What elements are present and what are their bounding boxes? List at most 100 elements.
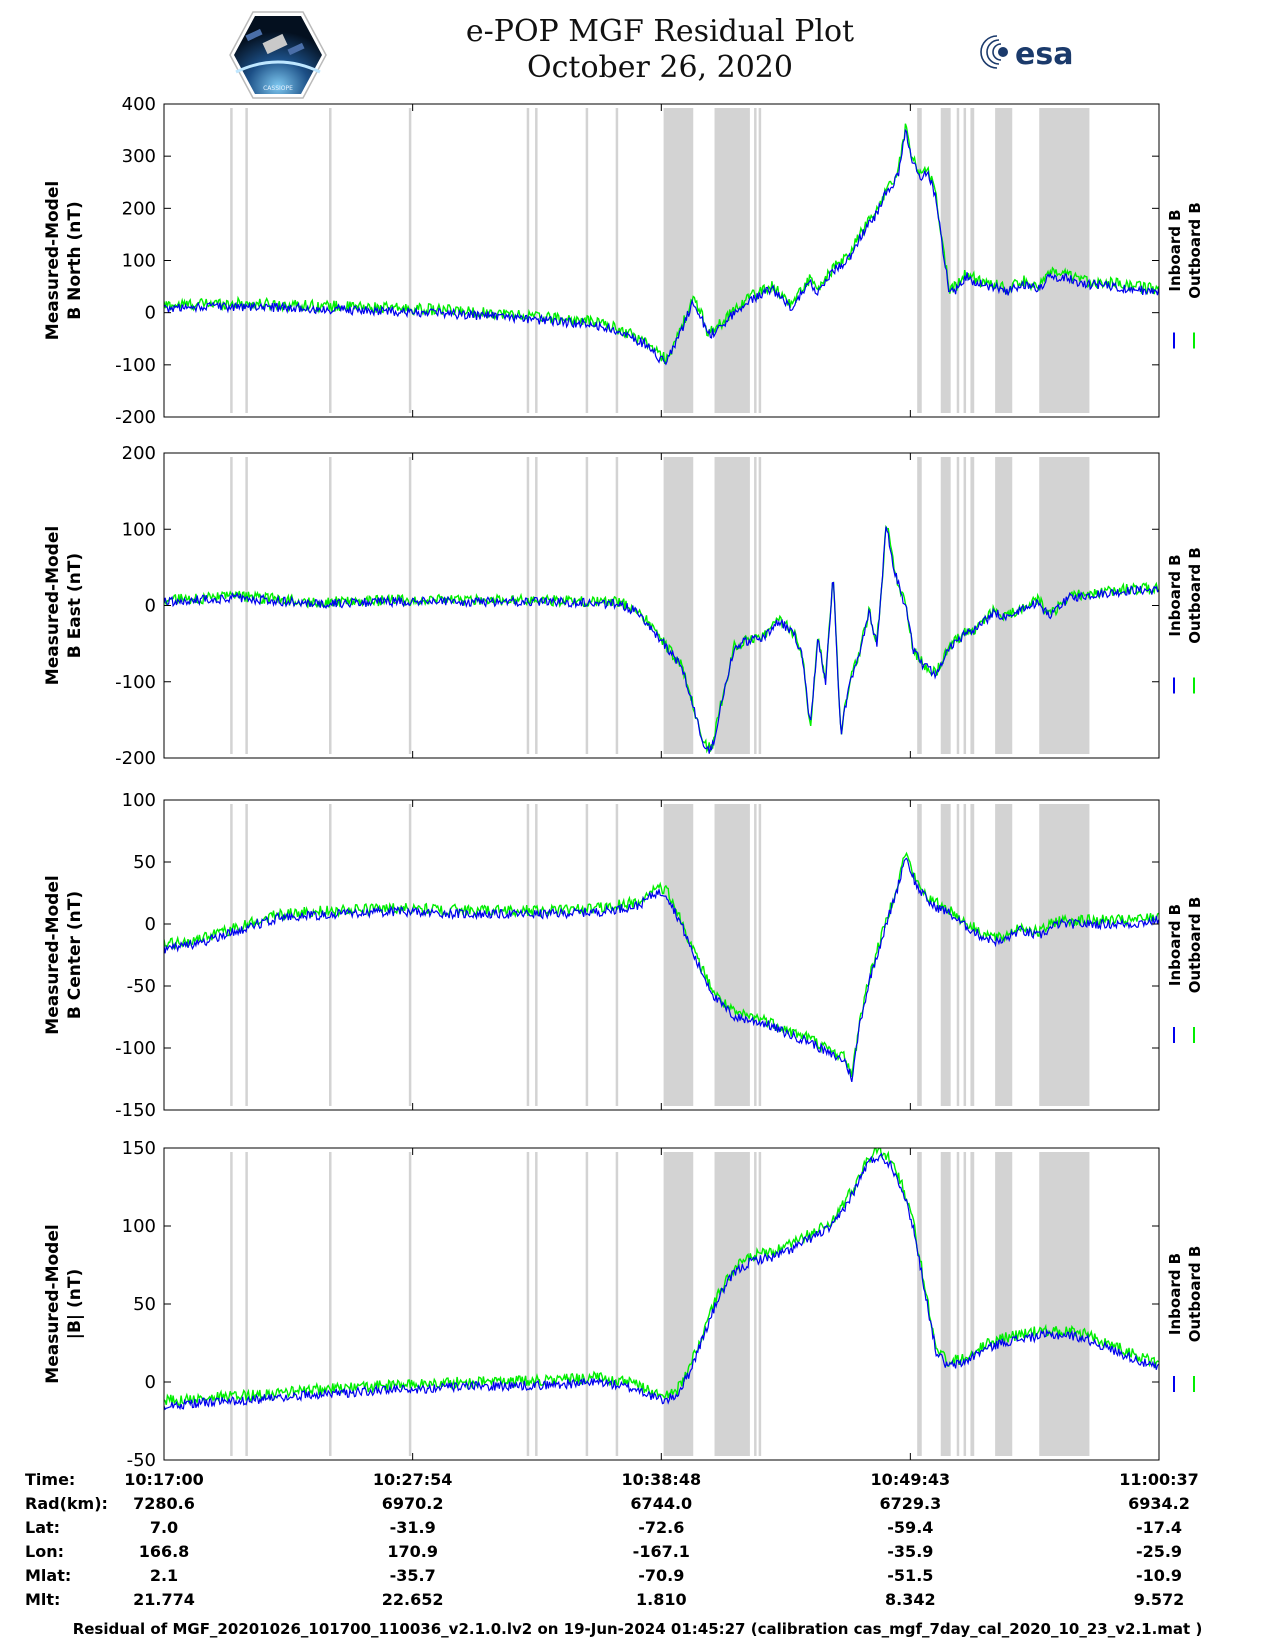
ephemeris-row-label: Lon:: [25, 1542, 64, 1561]
y-tick-label: -200: [115, 748, 156, 769]
data-gap-band: [230, 457, 233, 754]
ephemeris-value: -31.9: [390, 1518, 436, 1537]
data-gap-band: [329, 1152, 332, 1456]
y-axis-label-line1: Measured-Model: [43, 875, 63, 1034]
data-gap-band: [758, 108, 762, 413]
data-gap-band: [956, 457, 960, 754]
ephemeris-value: -70.9: [638, 1566, 684, 1585]
y-tick-label: 100: [122, 519, 156, 540]
y-tick-label: 50: [133, 1294, 156, 1315]
y-tick-label: -50: [127, 1450, 156, 1471]
y-tick-label: 0: [145, 914, 156, 935]
data-gap-band: [408, 108, 412, 413]
legend-labels: Inboard B Outboard B: [1166, 897, 1204, 994]
data-gap-band: [526, 108, 530, 413]
data-gap-band: [329, 108, 332, 413]
legend-outboard-label: Outboard B: [1186, 1246, 1204, 1343]
data-gap-band: [245, 804, 248, 1106]
legend-inboard-label: Inboard B: [1166, 904, 1184, 986]
y-tick-label: -200: [115, 407, 156, 428]
logo-caption: CASSIOPE: [263, 85, 293, 92]
ephemeris-value: -35.9: [887, 1542, 933, 1561]
data-gap-band: [754, 108, 757, 413]
data-gap-band: [245, 457, 248, 754]
data-gap-band: [995, 804, 1013, 1106]
ephemeris-value: 166.8: [139, 1542, 190, 1561]
data-gap-band: [995, 1152, 1013, 1456]
ephemeris-value: 1.810: [636, 1590, 687, 1609]
ephemeris-value: 8.342: [885, 1590, 936, 1609]
data-gap-band: [917, 1152, 922, 1456]
y-axis-label-line1: Measured-Model: [43, 526, 63, 685]
ephemeris-row-label: Rad(km):: [25, 1494, 108, 1513]
y-tick-label: 0: [145, 303, 156, 324]
ephemeris-value: -167.1: [633, 1542, 690, 1561]
data-gap-band: [956, 1152, 960, 1456]
y-tick-label: -100: [115, 355, 156, 376]
panel-2: -200 -100 0 100 200 Measured-Model B East (nT)…: [43, 443, 1204, 769]
data-gap-band: [663, 108, 694, 413]
data-gap-band: [956, 108, 960, 413]
legend-labels: Inboard B Outboard B: [1166, 1246, 1204, 1343]
y-tick-label: 50: [133, 852, 156, 873]
y-axis-label: Measured-Model B North (nT): [43, 181, 85, 340]
data-gap-band: [970, 1152, 975, 1456]
data-gap-band: [663, 1152, 694, 1456]
legend-outboard-label: Outboard B: [1186, 202, 1204, 299]
data-gap-band: [963, 1152, 967, 1456]
legend-labels: Inboard B Outboard B: [1166, 202, 1204, 299]
data-gap-band: [329, 804, 332, 1106]
data-gap-band: [963, 804, 967, 1106]
data-gap-band: [917, 108, 922, 413]
y-tick-label: 100: [122, 1216, 156, 1237]
data-gap-band: [535, 108, 538, 413]
ephemeris-value: 2.1: [150, 1566, 178, 1585]
ephemeris-value: 7.0: [150, 1518, 178, 1537]
y-tick-label: 100: [122, 251, 156, 272]
ephemeris-value: 170.9: [387, 1542, 438, 1561]
data-gap-band: [714, 1152, 750, 1456]
data-gap-band: [963, 457, 967, 754]
data-gap-band: [526, 804, 530, 1106]
y-axis-label-line2: B Center (nT): [65, 891, 85, 1019]
legend-inboard-label: Inboard B: [1166, 554, 1184, 636]
y-tick-label: 200: [122, 198, 156, 219]
data-gap-band: [940, 108, 951, 413]
esa-swirl-icon: [980, 35, 1008, 69]
legend-labels: Inboard B Outboard B: [1166, 547, 1204, 644]
esa-wordmark: esa: [1015, 37, 1073, 72]
ephemeris-value: 10:17:00: [124, 1470, 204, 1489]
ephemeris-row-label: Lat:: [25, 1518, 60, 1537]
data-gap-band: [995, 108, 1013, 413]
y-axis-label: Measured-Model |B| (nT): [43, 1224, 85, 1383]
data-gap-band: [917, 457, 922, 754]
ephemeris-value: -25.9: [1136, 1542, 1182, 1561]
data-gap-band: [408, 804, 412, 1106]
data-gap-band: [1039, 804, 1090, 1106]
data-gap-band: [585, 1152, 589, 1456]
ephemeris-row-label: Mlt:: [25, 1590, 60, 1609]
panel-1: -200 -100 0 100 200 300 400 Measured-Model B Nor…: [43, 94, 1204, 428]
data-gap-band: [663, 804, 694, 1106]
data-gap-band: [585, 804, 589, 1106]
data-gap-band: [535, 1152, 538, 1456]
data-gap-band: [1039, 1152, 1090, 1456]
title-block: e-POP MGF Residual Plot October 26, 2020: [360, 14, 960, 86]
ephemeris-value: -51.5: [887, 1566, 933, 1585]
chart-date: October 26, 2020: [527, 50, 793, 85]
data-gap-band: [995, 457, 1013, 754]
y-tick-label: -50: [127, 976, 156, 997]
panel-4: -50 0 50 100 150 Measured-Model |B| (nT) Inboar…: [43, 1138, 1204, 1471]
ephemeris-value: -35.7: [390, 1566, 436, 1585]
ephemeris-row-label: Time:: [25, 1470, 75, 1489]
data-gap-band: [940, 1152, 951, 1456]
y-axis-label-line1: Measured-Model: [43, 181, 63, 340]
satellite-icon: [245, 28, 305, 56]
inboard-b-trace: [164, 857, 1159, 1083]
outboard-b-trace: [164, 851, 1159, 1078]
ephemeris-value: 10:27:54: [373, 1470, 453, 1489]
data-gap-band: [758, 457, 762, 754]
legend-inboard-label: Inboard B: [1166, 209, 1184, 291]
